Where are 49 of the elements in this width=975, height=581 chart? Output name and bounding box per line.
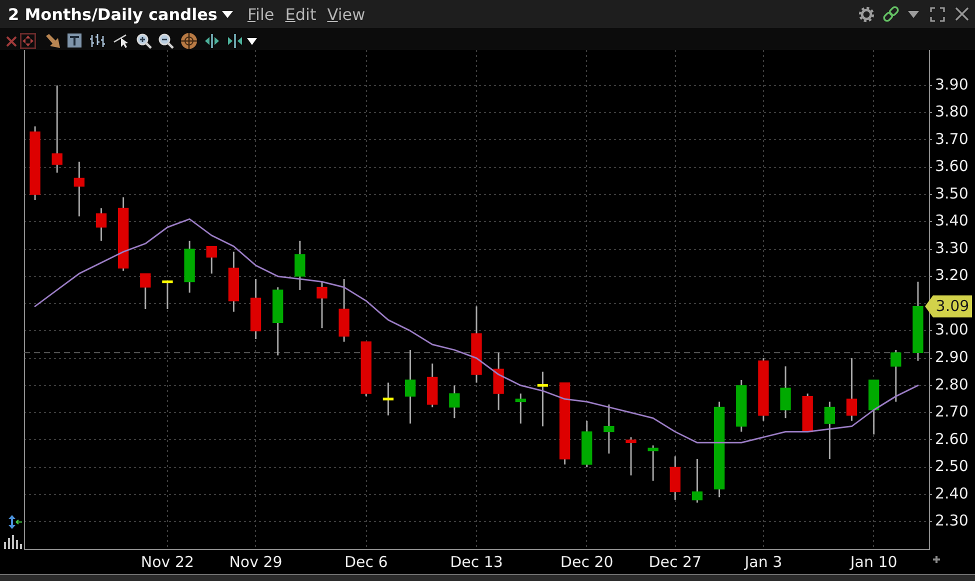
chart-title: 2 Months/Daily candles <box>8 4 218 24</box>
y-tick-label: 3.20 <box>935 266 968 284</box>
x-tick-label: Dec 6 <box>344 552 388 571</box>
candlestick <box>846 357 858 422</box>
candlestick <box>780 366 791 419</box>
y-tick-label: 3.00 <box>935 320 968 339</box>
candlestick <box>537 371 548 428</box>
y-tick-label: 2.30 <box>935 512 968 530</box>
candlestick <box>74 161 85 218</box>
x-tick-label: Dec 20 <box>560 552 614 571</box>
candlestick <box>604 404 614 454</box>
x-tick-label: Jan 3 <box>744 552 782 571</box>
candlestick <box>404 349 416 424</box>
y-tick-label: 2.90 <box>935 348 968 366</box>
candlestick <box>890 349 902 403</box>
candlestick <box>692 458 703 504</box>
y-tick-label: 2.70 <box>935 402 968 421</box>
y-tick-label: 3.40 <box>935 212 968 230</box>
candlestick <box>382 382 394 416</box>
candlestick <box>824 401 835 460</box>
y-tick-label: 3.30 <box>935 238 968 257</box>
text: Edit <box>285 4 316 24</box>
y-tick-label: 3.70 <box>935 130 968 148</box>
x-tick-label: Nov 29 <box>229 552 282 571</box>
candlestick <box>162 280 173 310</box>
candlestick <box>449 384 460 419</box>
text: File <box>247 4 274 24</box>
y-tick-label: 2.50 <box>935 457 968 476</box>
y-tick-label: 3.90 <box>935 75 968 94</box>
candlestick <box>52 84 62 174</box>
y-tick-label: 3.50 <box>935 184 968 202</box>
text: View <box>327 4 366 24</box>
y-tick-label: 2.60 <box>935 430 968 448</box>
candlestick <box>140 272 151 310</box>
candlestick <box>515 392 526 424</box>
candlestick <box>294 240 306 291</box>
x-tick-label: Dec 13 <box>450 552 503 571</box>
candlestick <box>316 281 328 329</box>
candlestick <box>206 246 217 274</box>
y-tick-label: 2.40 <box>935 484 968 502</box>
y-tick-label: 3.60 <box>935 157 968 176</box>
candlestick <box>96 207 107 242</box>
y-tick-label: 3.80 <box>935 102 968 121</box>
y-tick-label: 2.80 <box>935 375 968 394</box>
text: 3.09 <box>936 297 970 316</box>
x-tick-label: Nov 22 <box>140 552 194 571</box>
x-tick-label: Dec 27 <box>648 552 702 571</box>
candlestick <box>626 436 636 476</box>
x-tick-label: Jan 10 <box>849 552 898 571</box>
